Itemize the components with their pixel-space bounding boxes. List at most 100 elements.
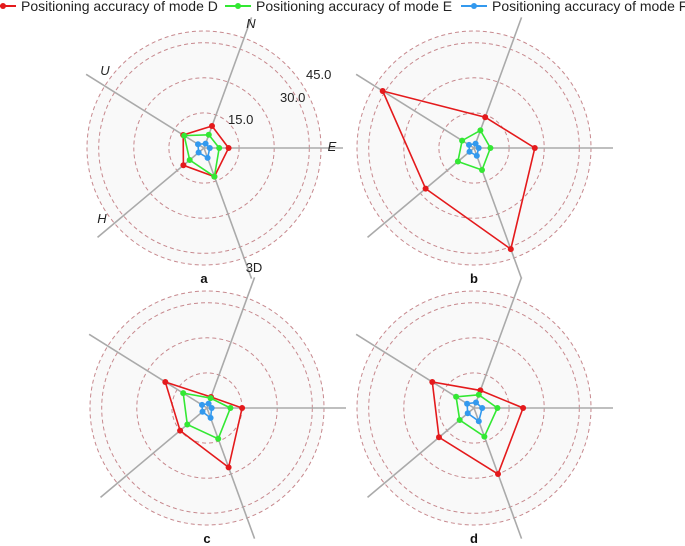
data-point: [429, 379, 436, 385]
radar-panels: a N E 3D H U 15.0 30.045.0 b c d: [85, 16, 613, 546]
data-point: [162, 379, 169, 385]
data-point: [202, 140, 209, 147]
series-polygon: [456, 129, 492, 172]
panel-label: b: [470, 271, 478, 286]
data-point: [239, 405, 246, 411]
legend-label: Positioning accuracy of mode E: [256, 0, 452, 14]
data-point: [225, 145, 232, 151]
legend-swatch-marker: [0, 3, 6, 9]
data-point: [479, 405, 486, 411]
panel-label: c: [203, 531, 210, 546]
data-point: [454, 158, 461, 165]
axis-label-e: E: [328, 139, 337, 154]
axis-spoke: [355, 73, 475, 149]
data-point: [531, 145, 538, 151]
data-point: [473, 399, 479, 406]
data-point: [204, 154, 211, 161]
axis-spoke: [367, 407, 475, 498]
data-point: [211, 173, 218, 180]
tick-label: 30.0: [280, 90, 305, 105]
data-point: [487, 145, 494, 151]
data-point: [477, 127, 484, 134]
legend-item: Positioning accuracy of mode D: [0, 0, 218, 14]
data-point: [520, 405, 527, 411]
tick-label: 15.0: [228, 112, 253, 127]
data-point: [207, 414, 214, 421]
data-point: [482, 114, 489, 121]
tick-label: 45.0: [306, 67, 331, 82]
panel-label: a: [200, 271, 208, 286]
data-point: [464, 400, 471, 407]
axis-label-n: N: [246, 16, 256, 31]
data-point: [206, 145, 213, 151]
data-point: [459, 137, 466, 144]
data-point: [422, 185, 429, 192]
data-point: [495, 471, 501, 477]
data-point: [466, 141, 472, 148]
axis-spoke: [88, 333, 208, 409]
data-point: [195, 141, 201, 148]
axis-spoke: [206, 407, 256, 539]
data-point: [464, 410, 471, 417]
legend: Positioning accuracy of mode D Positionin…: [0, 0, 685, 14]
series-polygon: [182, 392, 232, 440]
series-polygon: [455, 393, 499, 438]
data-point: [479, 167, 485, 173]
data-point: [186, 157, 193, 163]
axis-spoke: [473, 277, 523, 409]
data-point: [453, 393, 460, 400]
data-point: [475, 391, 482, 398]
data-point: [195, 149, 202, 156]
data-point: [215, 435, 222, 442]
axis-spoke: [206, 277, 256, 409]
data-point: [180, 390, 187, 397]
axis-spoke: [203, 147, 253, 279]
data-point: [208, 405, 215, 411]
data-point: [466, 148, 473, 155]
data-point: [494, 405, 501, 411]
legend-item: Positioning accuracy of mode E: [225, 0, 452, 14]
data-point: [199, 408, 206, 415]
radar-panel-b: b: [355, 17, 613, 286]
data-point: [205, 400, 212, 407]
data-point: [456, 417, 463, 423]
data-point: [180, 162, 187, 169]
data-point: [207, 395, 214, 402]
data-point: [184, 421, 191, 428]
radar-panel-a: a N E 3D H U 15.0 30.045.0: [85, 16, 343, 286]
data-point: [209, 123, 215, 129]
data-point: [181, 132, 188, 139]
axis-label-3d: 3D: [246, 260, 263, 275]
legend-label: Positioning accuracy of mode F: [492, 0, 685, 14]
radar-panel-c: c: [88, 277, 346, 546]
axis-spoke: [97, 147, 205, 238]
legend-swatch-marker: [235, 3, 241, 9]
series-polygon: [164, 380, 244, 469]
data-point: [199, 401, 205, 408]
data-point: [473, 152, 480, 159]
series-polygon: [381, 89, 536, 251]
data-point: [216, 145, 223, 151]
legend-label: Positioning accuracy of mode D: [21, 0, 218, 14]
series-polygon: [431, 381, 525, 476]
radar-panel-d: d: [355, 277, 613, 546]
legend-item: Positioning accuracy of mode F: [461, 0, 685, 14]
legend-swatch-marker: [471, 3, 477, 9]
data-point: [481, 433, 488, 440]
data-point: [225, 464, 232, 471]
data-point: [227, 405, 234, 411]
axis-label-u: U: [100, 63, 110, 78]
data-point: [472, 140, 479, 147]
data-point: [379, 88, 386, 94]
data-point: [475, 145, 482, 151]
axis-spoke: [473, 17, 523, 149]
data-point: [436, 434, 442, 441]
panel-label: d: [470, 531, 478, 546]
data-point: [475, 418, 482, 425]
axis-label-h: H: [97, 211, 107, 226]
data-point: [507, 246, 514, 253]
data-point: [177, 427, 184, 434]
data-point: [205, 131, 212, 138]
series-polygon: [182, 125, 230, 178]
